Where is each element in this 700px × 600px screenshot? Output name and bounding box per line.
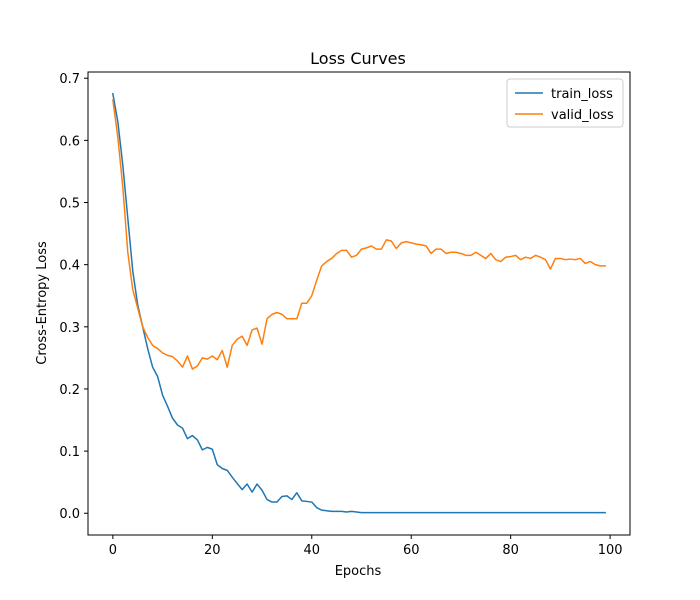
y-tick-label: 0.5	[59, 197, 80, 212]
series-layer	[111, 92, 606, 514]
y-tick-label: 0.2	[59, 383, 80, 398]
y-tick-label: 0.6	[59, 134, 80, 149]
x-tick-label: 20	[204, 543, 221, 558]
x-axis-label: Epochs	[335, 564, 382, 579]
y-axis: 0.0 0.1 0.2 0.3 0.4 0.5 0.6 0.7	[59, 72, 88, 522]
x-tick-label: 60	[403, 543, 420, 558]
y-tick-label: 0.7	[59, 72, 80, 87]
plot-frame	[87, 71, 631, 536]
x-tick-label: 100	[598, 543, 623, 558]
x-tick-label: 40	[303, 543, 320, 558]
y-tick-label: 0.0	[59, 507, 80, 522]
x-tick-label: 0	[109, 543, 117, 558]
legend-label: valid_loss	[551, 108, 614, 123]
x-tick-label: 80	[502, 543, 519, 558]
y-tick-label: 0.3	[59, 321, 80, 336]
y-tick-label: 0.4	[59, 259, 80, 274]
x-axis: 0 20 40 60 80 100	[109, 535, 623, 558]
series-line-valid-loss	[112, 99, 606, 370]
y-tick-label: 0.1	[59, 445, 80, 460]
legend-label: train_loss	[551, 87, 613, 102]
chart-title: Loss Curves	[310, 49, 406, 68]
legend: train_loss valid_loss	[506, 78, 624, 128]
y-axis-label: Cross-Entropy Loss	[35, 241, 50, 365]
series-line-train-loss	[111, 92, 606, 514]
legend-box	[506, 78, 624, 128]
